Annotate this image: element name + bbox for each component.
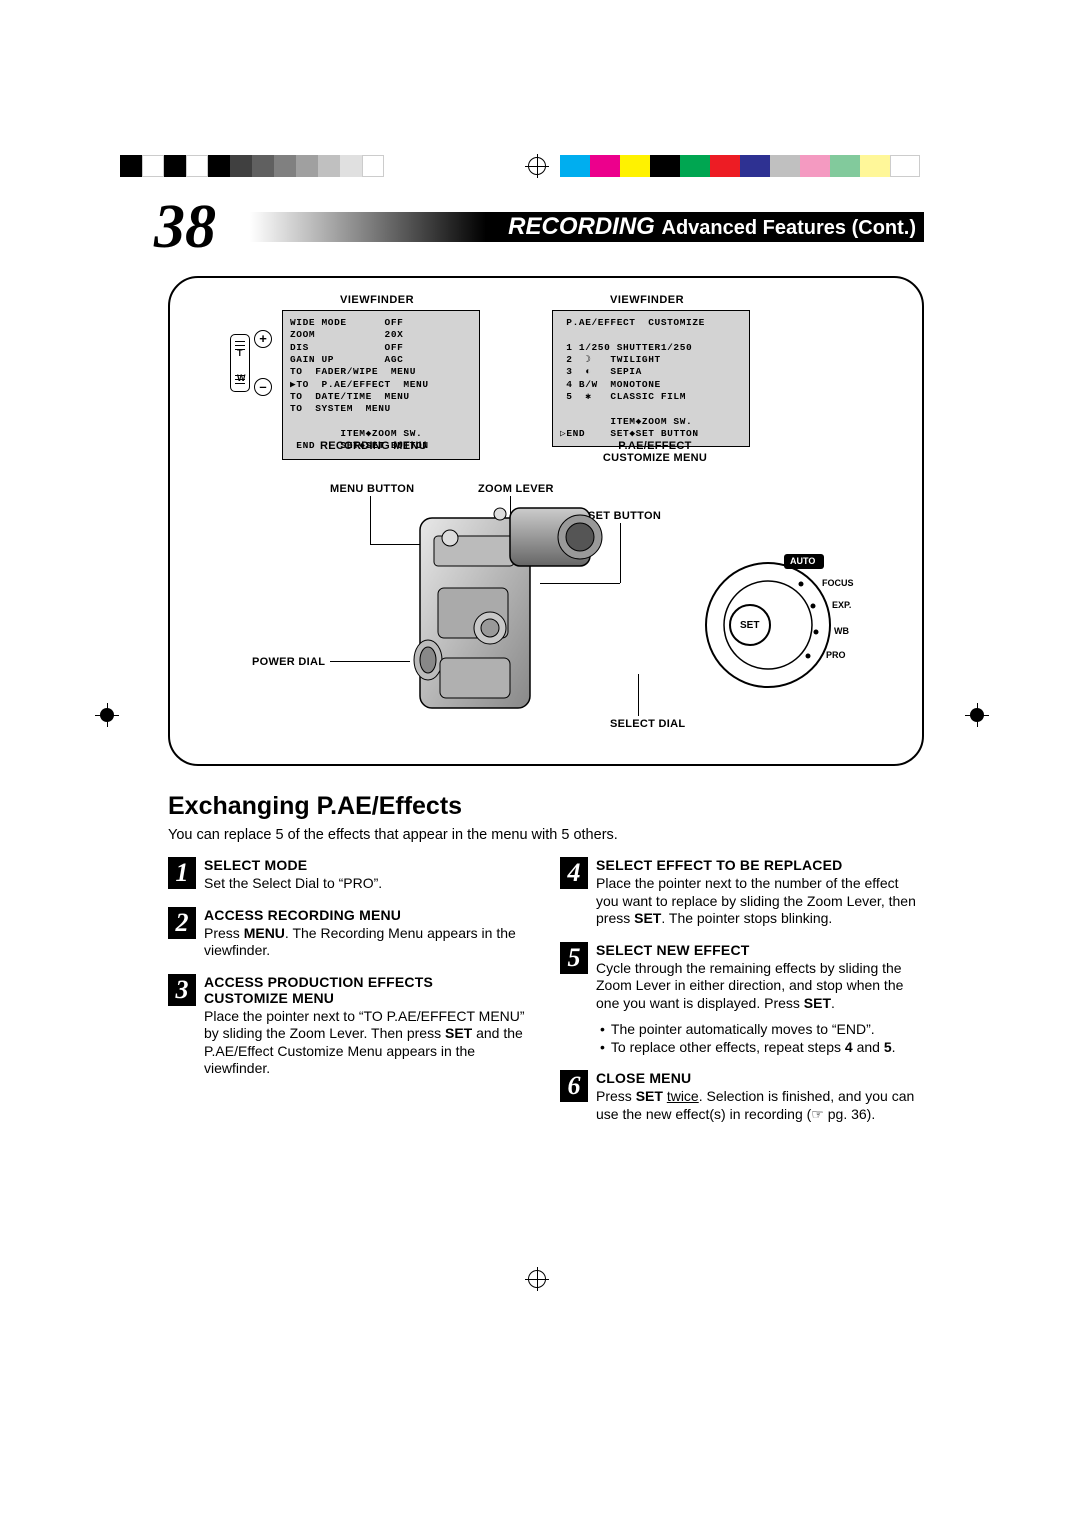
- header-title: RECORDING Advanced Features (Cont.): [508, 213, 916, 241]
- registration-bars: [0, 155, 1080, 181]
- section-intro: You can replace 5 of the effects that ap…: [168, 827, 924, 843]
- dial-exp-label: EXP.: [832, 600, 851, 610]
- zoom-switch-icon: T W + –: [224, 320, 266, 410]
- step-5-bullets: The pointer automatically moves to “END”…: [596, 1020, 924, 1056]
- step-4: 4 SELECT EFFECT TO BE REPLACED Place the…: [560, 857, 924, 928]
- dial-pro-label: PRO: [826, 650, 846, 660]
- step-2: 2 ACCESS RECORDING MENU Press MENU. The …: [168, 907, 532, 960]
- step-5: 5 SELECT NEW EFFECT Cycle through the re…: [560, 942, 924, 1057]
- step-6: 6 CLOSE MENU Press SET twice. Selection …: [560, 1070, 924, 1124]
- registration-mark-icon: [528, 157, 546, 175]
- dial-focus-label: FOCUS: [822, 578, 854, 588]
- page-header: 38 RECORDING Advanced Features (Cont.): [168, 210, 924, 256]
- select-dial-label: SELECT DIAL: [610, 718, 685, 730]
- section-heading: Exchanging P.AE/Effects: [168, 792, 924, 821]
- recording-menu-caption: RECORDING MENU: [320, 440, 427, 452]
- pae-effect-menu-caption: P.AE/EFFECT CUSTOMIZE MENU: [590, 440, 720, 464]
- dial-set-label: SET: [740, 620, 759, 631]
- power-dial-label: POWER DIAL: [252, 656, 325, 668]
- page-number: 38: [154, 192, 216, 263]
- header-subtitle: Advanced Features (Cont.): [662, 217, 916, 239]
- viewfinder-label-right: VIEWFINDER: [610, 294, 684, 306]
- step-3: 3 ACCESS PRODUCTION EFFECTS CUSTOMIZE ME…: [168, 974, 532, 1078]
- registration-mark-bottom-icon: [528, 1270, 546, 1288]
- header-recording: RECORDING: [508, 213, 655, 240]
- diagram-frame: T W + – VIEWFINDER WIDE MODE OFF ZOOM 20…: [168, 276, 924, 766]
- pae-effect-menu-screen: P.AE/EFFECT CUSTOMIZE 1 1/250 SHUTTER1/2…: [552, 310, 750, 447]
- dial-wb-label: WB: [834, 626, 849, 636]
- crop-mark-left-icon: [100, 708, 114, 722]
- dial-auto-label: AUTO: [790, 556, 815, 566]
- steps-columns: 1 SELECT MODE Set the Select Dial to “PR…: [168, 857, 924, 1138]
- select-dial-illustration: AUTO FOCUS EXP. WB PRO SET: [698, 540, 878, 700]
- viewfinder-label-left: VIEWFINDER: [340, 294, 414, 306]
- crop-mark-right-icon: [970, 708, 984, 722]
- camcorder-illustration-icon: [390, 488, 610, 728]
- step-1: 1 SELECT MODE Set the Select Dial to “PR…: [168, 857, 532, 893]
- recording-menu-screen: WIDE MODE OFF ZOOM 20X DIS OFF GAIN UP A…: [282, 310, 480, 460]
